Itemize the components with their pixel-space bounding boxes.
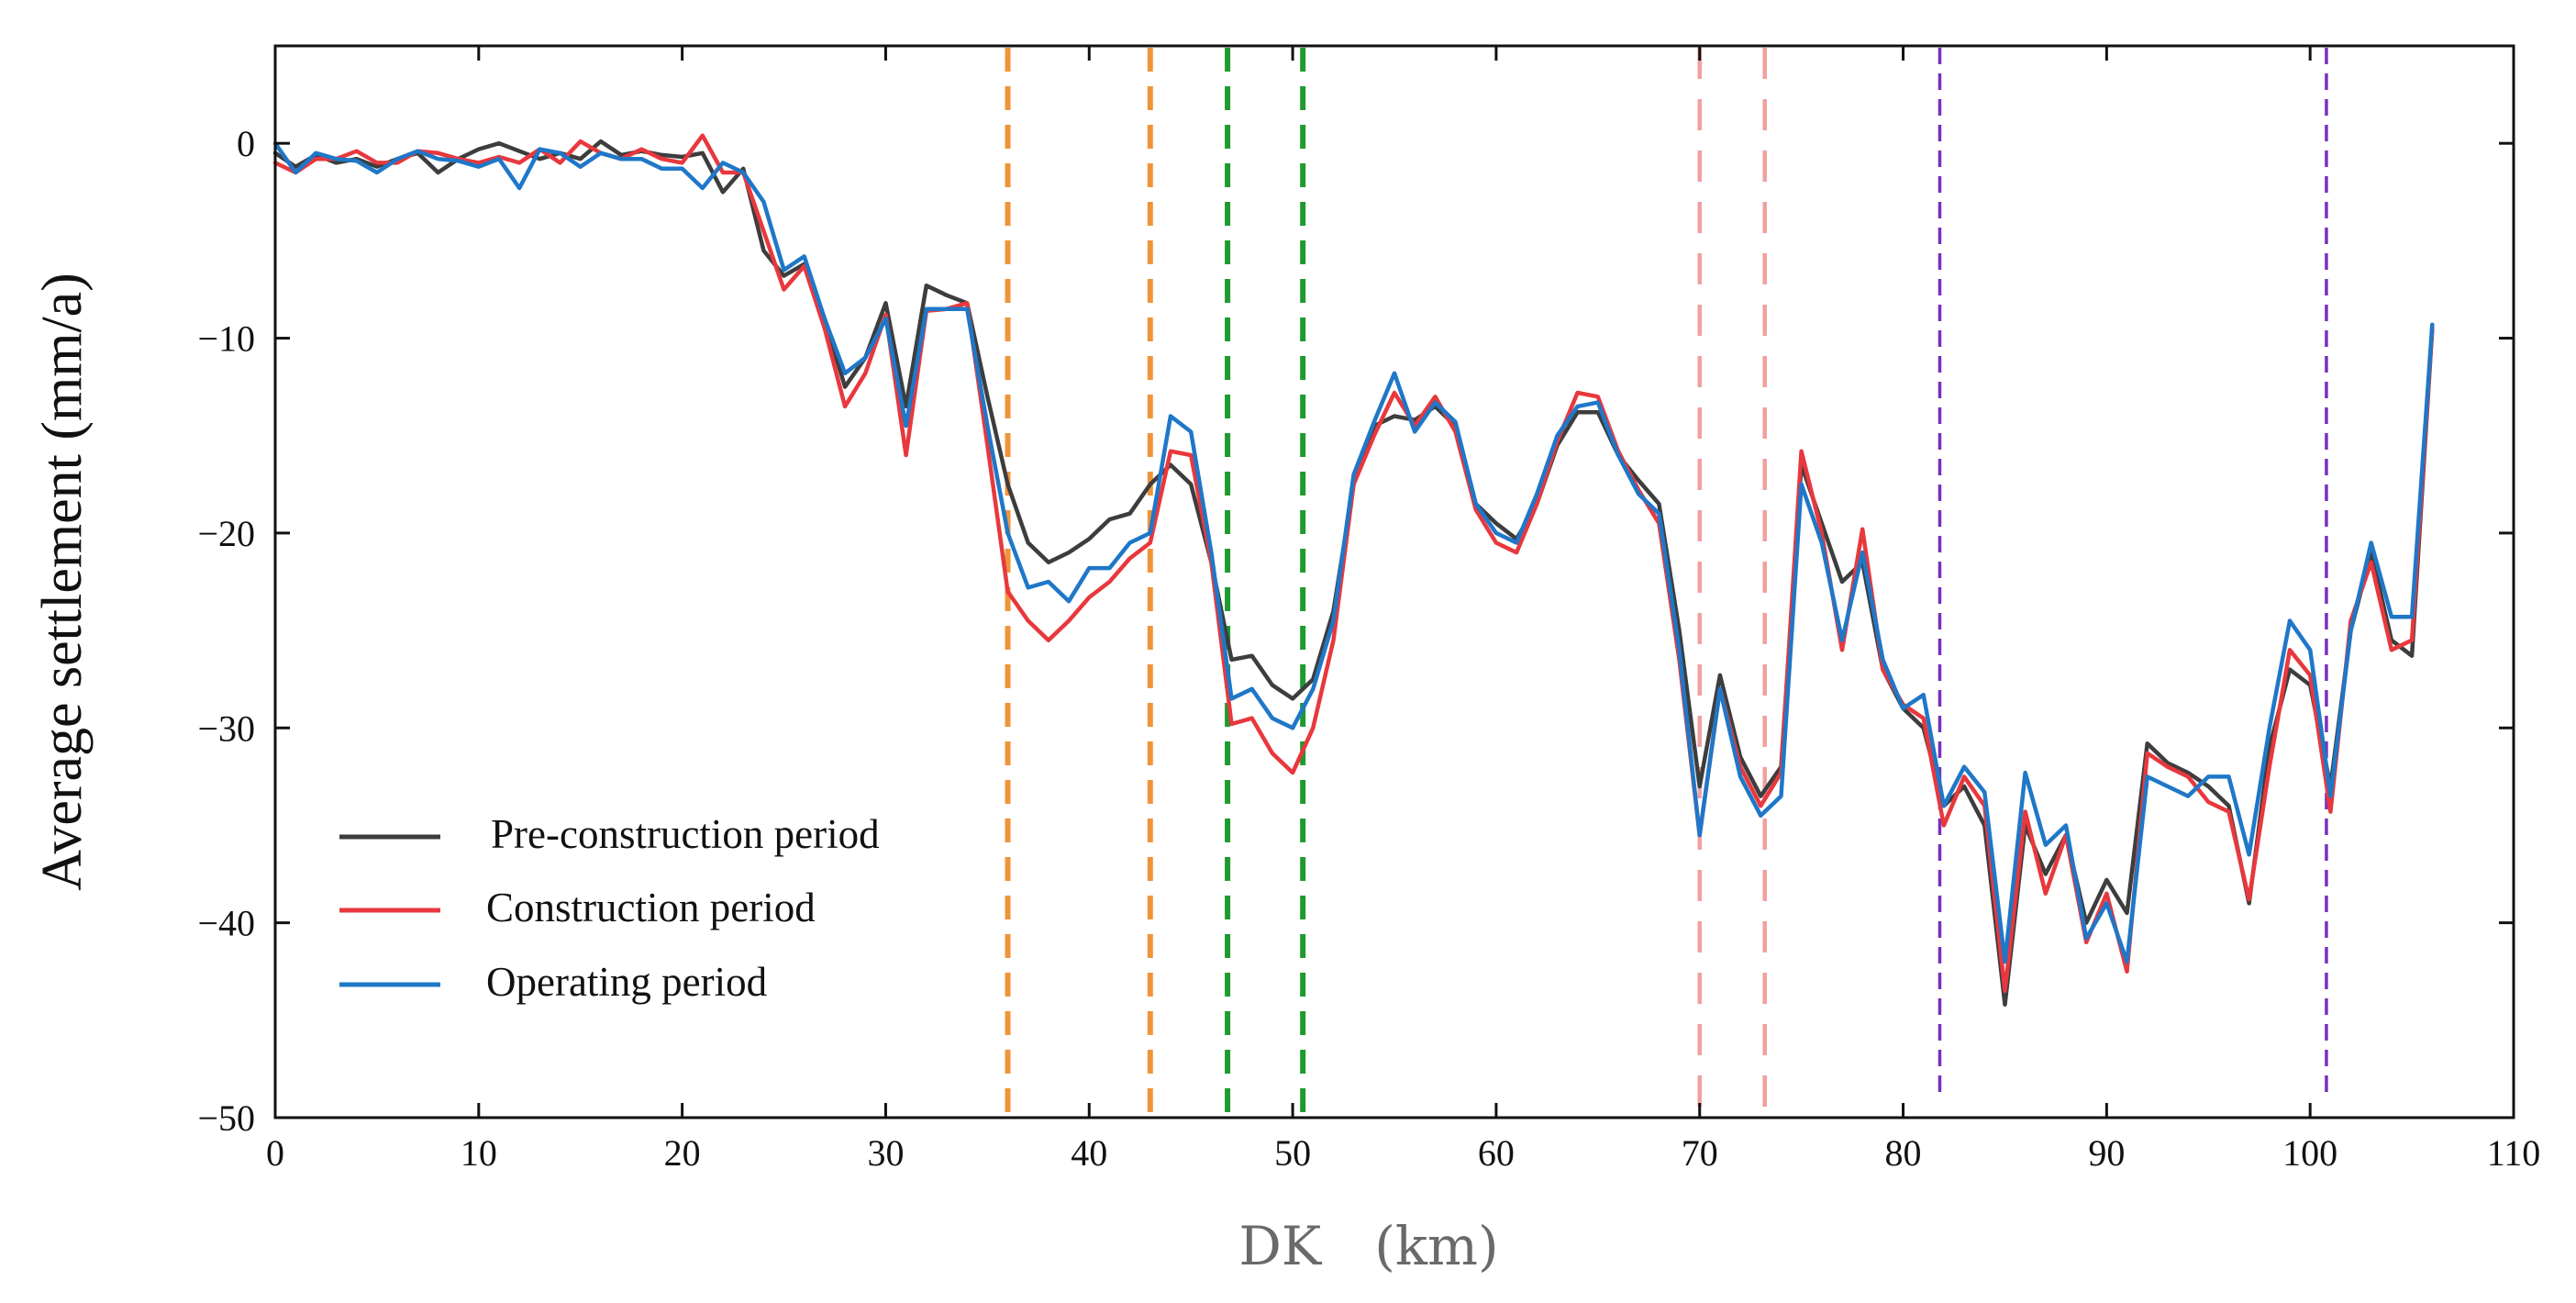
series-lines: [272, 133, 2435, 1008]
legend-label-2: Construction period: [486, 885, 816, 930]
x-tick-label: 100: [2282, 1132, 2337, 1174]
legend-label-1: Pre-construction period: [491, 811, 880, 857]
series-line-2: [272, 133, 2435, 994]
y-tick-label: −50: [197, 1097, 255, 1139]
series-line-1: [272, 139, 2435, 1008]
x-tick-label: 0: [266, 1132, 284, 1174]
x-tick-label: 30: [867, 1132, 904, 1174]
x-tick-label: 10: [461, 1132, 497, 1174]
plot-frame: [273, 44, 2515, 1119]
x-tick-label: 70: [1682, 1132, 1718, 1174]
x-axis-label: DK (km): [1238, 1215, 1498, 1277]
y-axis-label: Average settlement (mm/a): [31, 273, 94, 891]
y-tick-label: −20: [197, 513, 255, 554]
legend: Pre-construction period Construction peri…: [339, 811, 880, 1005]
x-tick-label: 40: [1071, 1132, 1107, 1174]
y-tick-label: 0: [237, 123, 255, 164]
x-tick-label: 50: [1274, 1132, 1311, 1174]
x-tick-label: 80: [1885, 1132, 1922, 1174]
reference-lines: [1005, 48, 2328, 1116]
y-tick-label: −10: [197, 318, 255, 360]
x-tick-label: 60: [1478, 1132, 1515, 1174]
series-line-3: [272, 140, 2435, 964]
axis-ticks: 0 10 20 30 40 50 60 70 80 90 100 110 0 −10 −20 −30 −40 −5…: [197, 46, 2540, 1174]
x-tick-label: 20: [664, 1132, 701, 1174]
y-tick-label: −30: [197, 707, 255, 749]
legend-label-3: Operating period: [486, 959, 767, 1005]
y-tick-label: −40: [197, 903, 255, 944]
x-tick-label: 90: [2088, 1132, 2125, 1174]
x-tick-label: 110: [2487, 1132, 2541, 1174]
